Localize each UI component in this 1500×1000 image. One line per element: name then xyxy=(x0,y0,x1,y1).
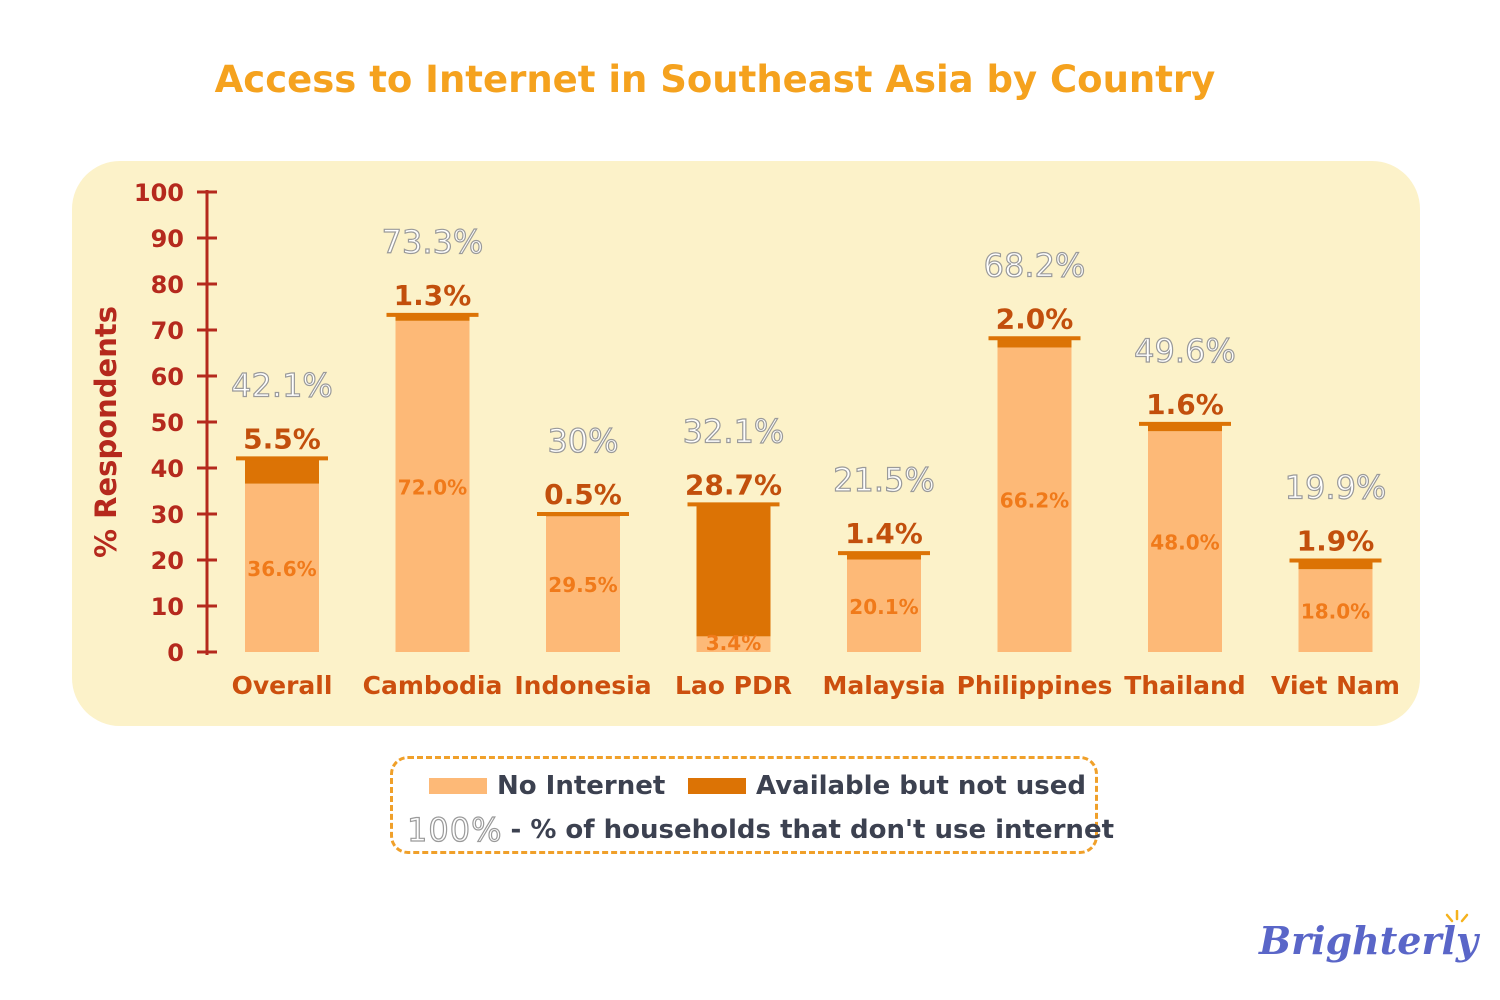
legend-label-available: Available but not used xyxy=(756,771,1086,801)
bar-available-not-used xyxy=(997,338,1072,348)
x-category-label: Thailand xyxy=(1124,671,1245,700)
legend-note-percent: 100% xyxy=(406,810,503,849)
x-category-label: Cambodia xyxy=(363,671,503,700)
data-label-available: 1.3% xyxy=(394,279,472,312)
sun-rays-icon xyxy=(1445,910,1469,923)
y-axis: 0 10 20 30 40 50 60 70 80 90 100 xyxy=(134,179,217,667)
bar-no-internet xyxy=(847,559,921,652)
bar-no-internet xyxy=(245,483,319,652)
data-label-no-internet: 66.2% xyxy=(1000,489,1069,513)
data-label-total: 19.9% xyxy=(1285,468,1387,506)
y-tick-label: 0 xyxy=(167,639,184,667)
data-label-total: 21.5% xyxy=(833,461,935,499)
y-tick-label: 20 xyxy=(151,547,184,575)
data-label-total: 32.1% xyxy=(683,412,785,450)
bar-available-not-used xyxy=(696,504,771,637)
data-label-available: 1.9% xyxy=(1297,524,1375,557)
x-category-label: Malaysia xyxy=(822,671,945,700)
data-label-available: 0.5% xyxy=(544,478,622,511)
data-label-no-internet: 3.4% xyxy=(706,631,761,655)
bar-available-not-used xyxy=(847,553,921,560)
legend-item-available: Available but not used xyxy=(688,771,1086,801)
data-label-no-internet: 48.0% xyxy=(1150,531,1219,555)
legend-item-no-internet: No Internet xyxy=(429,771,665,801)
legend-note: 100% - % of households that don't use in… xyxy=(406,810,1115,849)
y-tick-label: 100 xyxy=(134,179,184,207)
bar-available-not-used xyxy=(1298,560,1373,570)
y-axis-label: % Respondents xyxy=(89,306,123,558)
legend-swatch-no-internet xyxy=(429,778,487,794)
y-tick-label: 30 xyxy=(151,501,184,529)
x-category-label: Philippines xyxy=(957,671,1113,700)
bar-no-internet xyxy=(696,636,771,652)
data-label-available: 5.5% xyxy=(243,422,321,455)
bar-no-internet xyxy=(1148,431,1222,652)
data-label-no-internet: 18.0% xyxy=(1301,600,1370,624)
data-label-no-internet: 20.1% xyxy=(849,595,918,619)
bar-labels: 36.6% 5.5% 42.1% 72.0% 1.3% 73.3% 29.5% 0.5% 30%… xyxy=(231,222,1387,655)
y-tick-label: 50 xyxy=(151,409,184,437)
bar-no-internet xyxy=(1298,569,1373,652)
x-category-label: Indonesia xyxy=(514,671,651,700)
data-label-total: 73.3% xyxy=(382,223,484,261)
bar-no-internet xyxy=(546,516,620,652)
legend-label-no-internet: No Internet xyxy=(497,771,666,801)
y-tick-label: 80 xyxy=(151,271,184,299)
chart-title: Access to Internet in Southeast Asia by … xyxy=(214,58,1216,101)
y-tick-label: 40 xyxy=(151,455,184,483)
bar-no-internet xyxy=(395,320,470,652)
bar-available-not-used xyxy=(395,314,470,321)
data-label-total: 30% xyxy=(547,422,618,460)
data-label-available: 28.7% xyxy=(685,468,782,501)
bar-available-not-used xyxy=(1148,423,1222,432)
data-label-available: 1.4% xyxy=(845,517,923,550)
data-label-available: 1.6% xyxy=(1146,388,1224,421)
legend: No Internet Available but not used 100% … xyxy=(390,756,1114,854)
data-label-total: 42.1% xyxy=(231,366,333,404)
data-label-total: 68.2% xyxy=(984,246,1086,284)
y-tick-label: 60 xyxy=(151,363,184,391)
legend-note-text: - % of households that don't use interne… xyxy=(510,815,1115,845)
bar-available-not-used xyxy=(245,458,319,484)
data-label-total: 49.6% xyxy=(1134,332,1236,370)
x-category-label: Viet Nam xyxy=(1271,671,1400,700)
y-tick-label: 90 xyxy=(151,225,184,253)
x-axis-categories: Overall Cambodia Indonesia Lao PDR Malaysia P… xyxy=(232,671,1400,700)
bars xyxy=(236,312,1382,652)
data-label-available: 2.0% xyxy=(996,302,1074,335)
x-category-label: Overall xyxy=(232,671,333,700)
data-label-no-internet: 36.6% xyxy=(247,557,316,581)
y-tick-label: 10 xyxy=(151,593,184,621)
data-label-no-internet: 29.5% xyxy=(548,573,617,597)
legend-swatch-available xyxy=(688,778,746,794)
bar-no-internet xyxy=(997,347,1072,652)
brand-logo: Brighterly xyxy=(1258,918,1478,963)
y-tick-label: 70 xyxy=(151,317,184,345)
data-label-no-internet: 72.0% xyxy=(398,475,467,499)
x-category-label: Lao PDR xyxy=(675,671,792,700)
